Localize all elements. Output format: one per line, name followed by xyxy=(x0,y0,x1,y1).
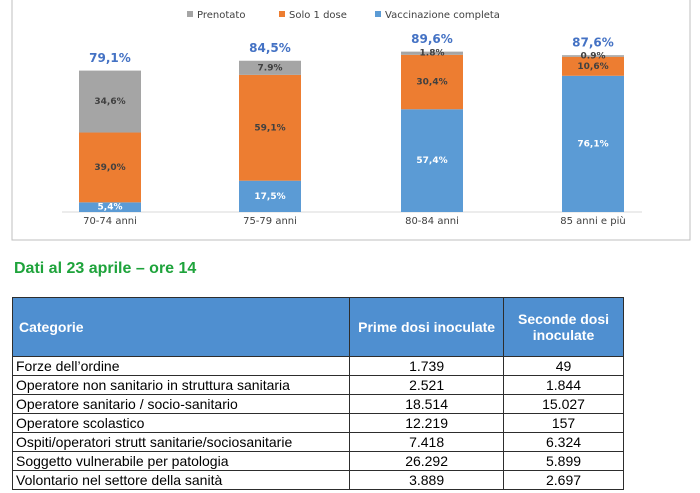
table-row: Operatore sanitario / socio-sanitario 18.… xyxy=(11,394,624,414)
table-row: Forze dell’ordine 1.739 49 xyxy=(11,356,624,376)
bar-segment xyxy=(401,54,463,110)
data-label: 59,1% xyxy=(254,123,285,133)
x-tick-label: 70-74 anni xyxy=(83,216,137,227)
table-row: Operatore scolastico 12.219 157 xyxy=(11,413,624,433)
x-tick-label: 80-84 anni xyxy=(405,216,459,227)
bar-segment xyxy=(239,60,301,75)
legend-label: Solo 1 dose xyxy=(289,10,347,21)
data-table: Categorie Prime dosi inoculate Seconde dos… xyxy=(11,297,624,490)
bar-segment xyxy=(401,51,463,55)
data-label: 17,5% xyxy=(254,192,285,202)
bar-segment xyxy=(239,74,301,181)
x-tick-label: 75-79 anni xyxy=(243,216,297,227)
total-label: 87,6% xyxy=(572,36,614,50)
header-cell: Seconde dosi inoculate xyxy=(503,297,624,357)
table-cell: 12.219 xyxy=(349,413,505,433)
data-label: 10,6% xyxy=(577,62,608,72)
legend-swatch xyxy=(279,11,285,17)
table-cell: Operatore scolastico xyxy=(11,413,351,433)
header-cell: Categorie xyxy=(11,297,351,357)
bar-segment xyxy=(239,180,301,212)
table-cell: 49 xyxy=(503,356,624,376)
table-cell: 26.292 xyxy=(349,451,505,471)
legend-swatch xyxy=(375,11,381,17)
data-label: 39,0% xyxy=(94,163,125,173)
section-title: Dati al 23 aprile – ore 14 xyxy=(14,260,197,277)
data-label: 57,4% xyxy=(416,156,447,166)
bar-segment xyxy=(401,109,463,212)
table-cell: Ospiti/operatori strutt sanitarie/socios… xyxy=(11,432,351,452)
legend-label: Vaccinazione completa xyxy=(385,10,500,21)
table-cell: 1.739 xyxy=(349,356,505,376)
total-label: 79,1% xyxy=(89,51,131,65)
table-cell: Operatore non sanitario in struttura san… xyxy=(11,375,351,395)
table-row: Volontario nel settore della sanità 3.889… xyxy=(11,470,624,490)
table-cell: 2.521 xyxy=(349,375,505,395)
bar-segment xyxy=(562,55,624,57)
data-label: 5,4% xyxy=(98,203,123,213)
legend-label: Prenotato xyxy=(197,10,245,21)
table-cell: Operatore sanitario / socio-sanitario xyxy=(11,394,351,414)
chart: Vaccinazione completa Solo 1 dose Prenotat… xyxy=(11,0,691,241)
total-label: 89,6% xyxy=(411,32,453,46)
table-cell: 18.514 xyxy=(349,394,505,414)
table-cell: Forze dell’ordine xyxy=(11,356,351,376)
table-cell: 15.027 xyxy=(503,394,624,414)
total-label: 84,5% xyxy=(249,41,291,55)
legend-swatch xyxy=(187,11,193,17)
bar-segment xyxy=(79,132,141,203)
data-label: 7.9% xyxy=(258,63,283,73)
data-label: 0.9% xyxy=(581,52,606,62)
header-cell: Prime dosi inoculate xyxy=(349,297,505,357)
chart-frame xyxy=(11,0,691,241)
bar-segment xyxy=(562,56,624,76)
data-label: 34,6% xyxy=(94,97,125,107)
table-cell: 157 xyxy=(503,413,624,433)
table-cell: Soggetto vulnerabile per patologia xyxy=(11,451,351,471)
header-row: Categorie Prime dosi inoculate Seconde dos… xyxy=(11,297,624,357)
table-cell: 5.899 xyxy=(503,451,624,471)
table-cell: 3.889 xyxy=(349,470,505,490)
table-row: Soggetto vulnerabile per patologia 26.292… xyxy=(11,451,624,471)
bar-segment xyxy=(562,75,624,212)
table-cell: 6.324 xyxy=(503,432,624,452)
table-row: Operatore non sanitario in struttura san… xyxy=(11,375,624,395)
table-cell: Volontario nel settore della sanità xyxy=(11,470,351,490)
table-cell: 7.418 xyxy=(349,432,505,452)
x-tick-label: 85 anni e più xyxy=(560,215,625,227)
table-row: Ospiti/operatori strutt sanitarie/socios… xyxy=(11,432,624,452)
bar-segment xyxy=(79,202,141,212)
bar-segment xyxy=(79,70,141,133)
data-label: 30,4% xyxy=(416,78,447,88)
table-cell: 1.844 xyxy=(503,375,624,395)
table-cell: 2.697 xyxy=(503,470,624,490)
data-label: 76,1% xyxy=(577,139,608,149)
data-label: 1.8% xyxy=(420,49,445,59)
